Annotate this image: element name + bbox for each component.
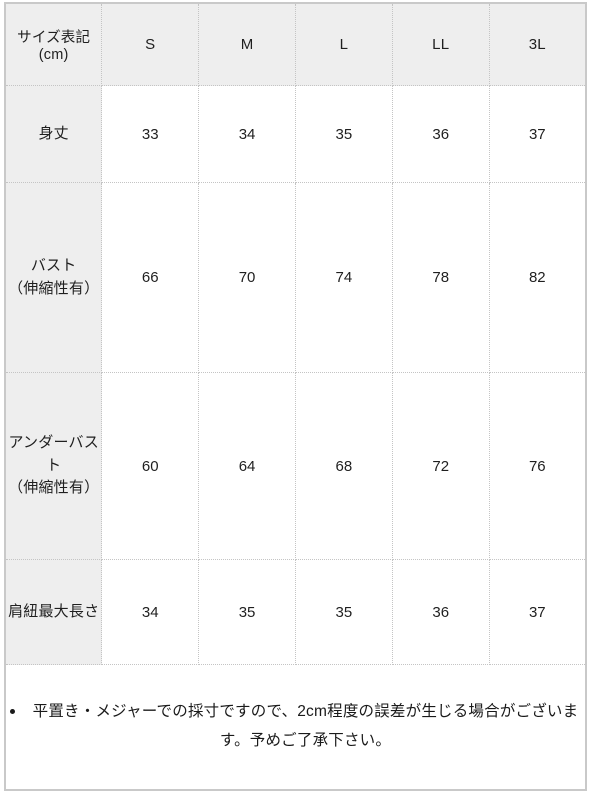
- row-label-strap-max-length: 肩紐最大長さ: [5, 559, 103, 665]
- table-header-row: サイズ表記(cm) S M L LL 3L: [5, 3, 586, 86]
- header-cell-ll: LL: [392, 3, 490, 86]
- row-label-text: 身丈: [38, 124, 69, 142]
- row-label-body-length: 身丈: [5, 85, 103, 183]
- row-label-underbust: アンダーバスト （伸縮性有）: [5, 372, 103, 560]
- row-label-text: 肩紐最大長さ: [8, 602, 100, 620]
- cell-bust-m: 70: [198, 182, 296, 373]
- cell-underbust-l: 68: [295, 372, 393, 560]
- cell-body-length-ll: 36: [392, 85, 490, 183]
- cell-bust-s: 66: [101, 182, 200, 373]
- header-cell-l: L: [295, 3, 393, 86]
- table-row: 肩紐最大長さ 34 35 35 36 37: [5, 559, 586, 665]
- table-row: バスト （伸縮性有） 66 70 74 78 82: [5, 182, 586, 373]
- cell-underbust-ll: 72: [392, 372, 490, 560]
- cell-bust-ll: 78: [392, 182, 490, 373]
- table-row: アンダーバスト （伸縮性有） 60 64 68 72 76: [5, 372, 586, 560]
- table-body: 身丈 33 34 35 36 37 バスト （伸縮性有） 66 70 74 78…: [5, 85, 586, 791]
- cell-underbust-3l: 76: [489, 372, 586, 560]
- row-label-text: アンダーバスト: [8, 434, 99, 474]
- header-cell-3l: 3L: [489, 3, 586, 86]
- table-header: サイズ表記(cm) S M L LL 3L: [5, 3, 586, 86]
- cell-body-length-s: 33: [101, 85, 200, 183]
- cell-strap-ll: 36: [392, 559, 490, 665]
- note-text: 平置き・メジャーでの採寸ですので、2cm程度の誤差が生じる場合がございます。予め…: [32, 703, 579, 749]
- table-row: 身丈 33 34 35 36 37: [5, 85, 586, 183]
- row-label-text: バスト: [30, 257, 77, 274]
- row-label-subtext: （伸縮性有）: [8, 479, 100, 497]
- size-chart-table: サイズ表記(cm) S M L LL 3L 身丈 33 34 35 36 37: [4, 2, 587, 791]
- header-cell-size-label: サイズ表記(cm): [5, 3, 103, 86]
- cell-strap-m: 35: [198, 559, 296, 665]
- cell-strap-s: 34: [101, 559, 200, 665]
- cell-body-length-m: 34: [198, 85, 296, 183]
- cell-strap-3l: 37: [489, 559, 586, 665]
- header-cell-s: S: [101, 3, 200, 86]
- table-note-row: 平置き・メジャーでの採寸ですので、2cm程度の誤差が生じる場合がございます。予め…: [5, 664, 586, 791]
- measurement-note: 平置き・メジャーでの採寸ですので、2cm程度の誤差が生じる場合がございます。予め…: [5, 664, 586, 791]
- bullet-point-icon: [10, 709, 15, 715]
- cell-body-length-l: 35: [295, 85, 393, 183]
- list-item: 平置き・メジャーでの採寸ですので、2cm程度の誤差が生じる場合がございます。予め…: [10, 698, 585, 755]
- header-cell-m: M: [198, 3, 296, 86]
- cell-bust-l: 74: [295, 182, 393, 373]
- cell-strap-l: 35: [295, 559, 393, 665]
- cell-body-length-3l: 37: [489, 85, 586, 183]
- cell-bust-3l: 82: [489, 182, 586, 373]
- row-label-bust: バスト （伸縮性有）: [5, 182, 103, 373]
- cell-underbust-m: 64: [198, 372, 296, 560]
- cell-underbust-s: 60: [101, 372, 200, 560]
- note-list: 平置き・メジャーでの採寸ですので、2cm程度の誤差が生じる場合がございます。予め…: [6, 698, 585, 755]
- row-label-subtext: （伸縮性有）: [8, 279, 100, 297]
